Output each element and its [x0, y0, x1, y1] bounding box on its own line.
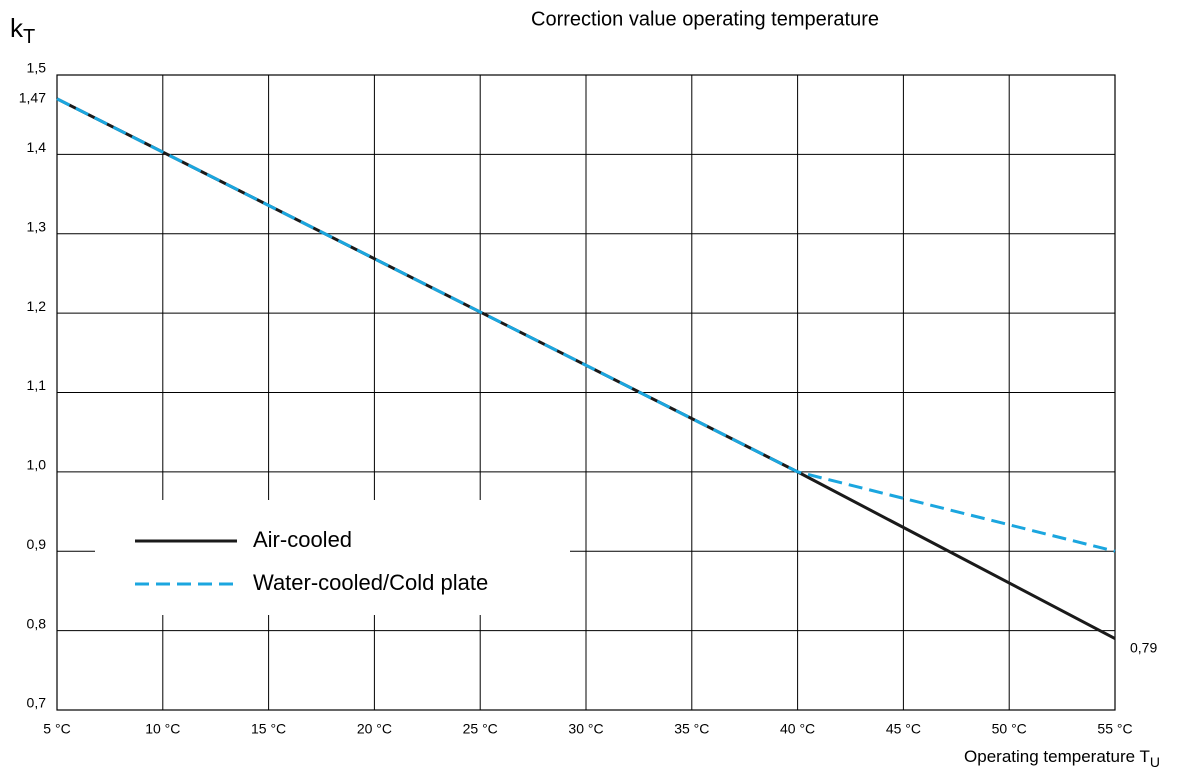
chart-title: Correction value operating temperature	[531, 8, 879, 30]
y-axis-label-sub: T	[23, 26, 35, 48]
y-axis-label: kT	[10, 13, 35, 48]
x-tick-label: 30 °C	[568, 721, 603, 737]
annotation: 1,47	[19, 90, 46, 106]
y-tick-label: 1,5	[27, 60, 47, 76]
x-tick-label: 40 °C	[780, 721, 815, 737]
y-tick-label: 1,2	[27, 298, 47, 314]
y-tick-label: 0,9	[27, 536, 47, 552]
y-tick-label: 1,0	[27, 457, 47, 473]
y-tick-label: 1,1	[27, 377, 47, 393]
legend-box	[95, 500, 570, 615]
x-tick-label: 35 °C	[674, 721, 709, 737]
x-tick-label: 10 °C	[145, 721, 180, 737]
line-series	[56, 97, 1116, 553]
x-tick-label: 45 °C	[886, 721, 921, 737]
x-tick-label: 5 °C	[43, 721, 70, 737]
x-tick-label: 15 °C	[251, 721, 286, 737]
x-axis-label-sub: U	[1150, 754, 1160, 770]
x-axis-label-main: Operating temperature T	[964, 747, 1150, 766]
legend-label: Water-cooled/Cold plate	[253, 570, 488, 595]
x-tick-label: 25 °C	[463, 721, 498, 737]
x-tick-label: 55 °C	[1097, 721, 1132, 737]
y-tick-label: 1,4	[27, 139, 47, 155]
x-tick-label: 20 °C	[357, 721, 392, 737]
plot-frame	[56, 74, 1116, 711]
legend-label: Air-cooled	[253, 527, 352, 552]
x-axis-label: Operating temperature TU	[964, 747, 1160, 769]
x-tick-label: 50 °C	[992, 721, 1027, 737]
y-tick-label: 1,3	[27, 218, 47, 234]
annotation: 0,79	[1130, 639, 1157, 655]
y-axis-label-main: k	[10, 13, 24, 43]
y-tick-label: 0,8	[27, 615, 47, 631]
y-tick-label: 0,7	[27, 695, 47, 711]
